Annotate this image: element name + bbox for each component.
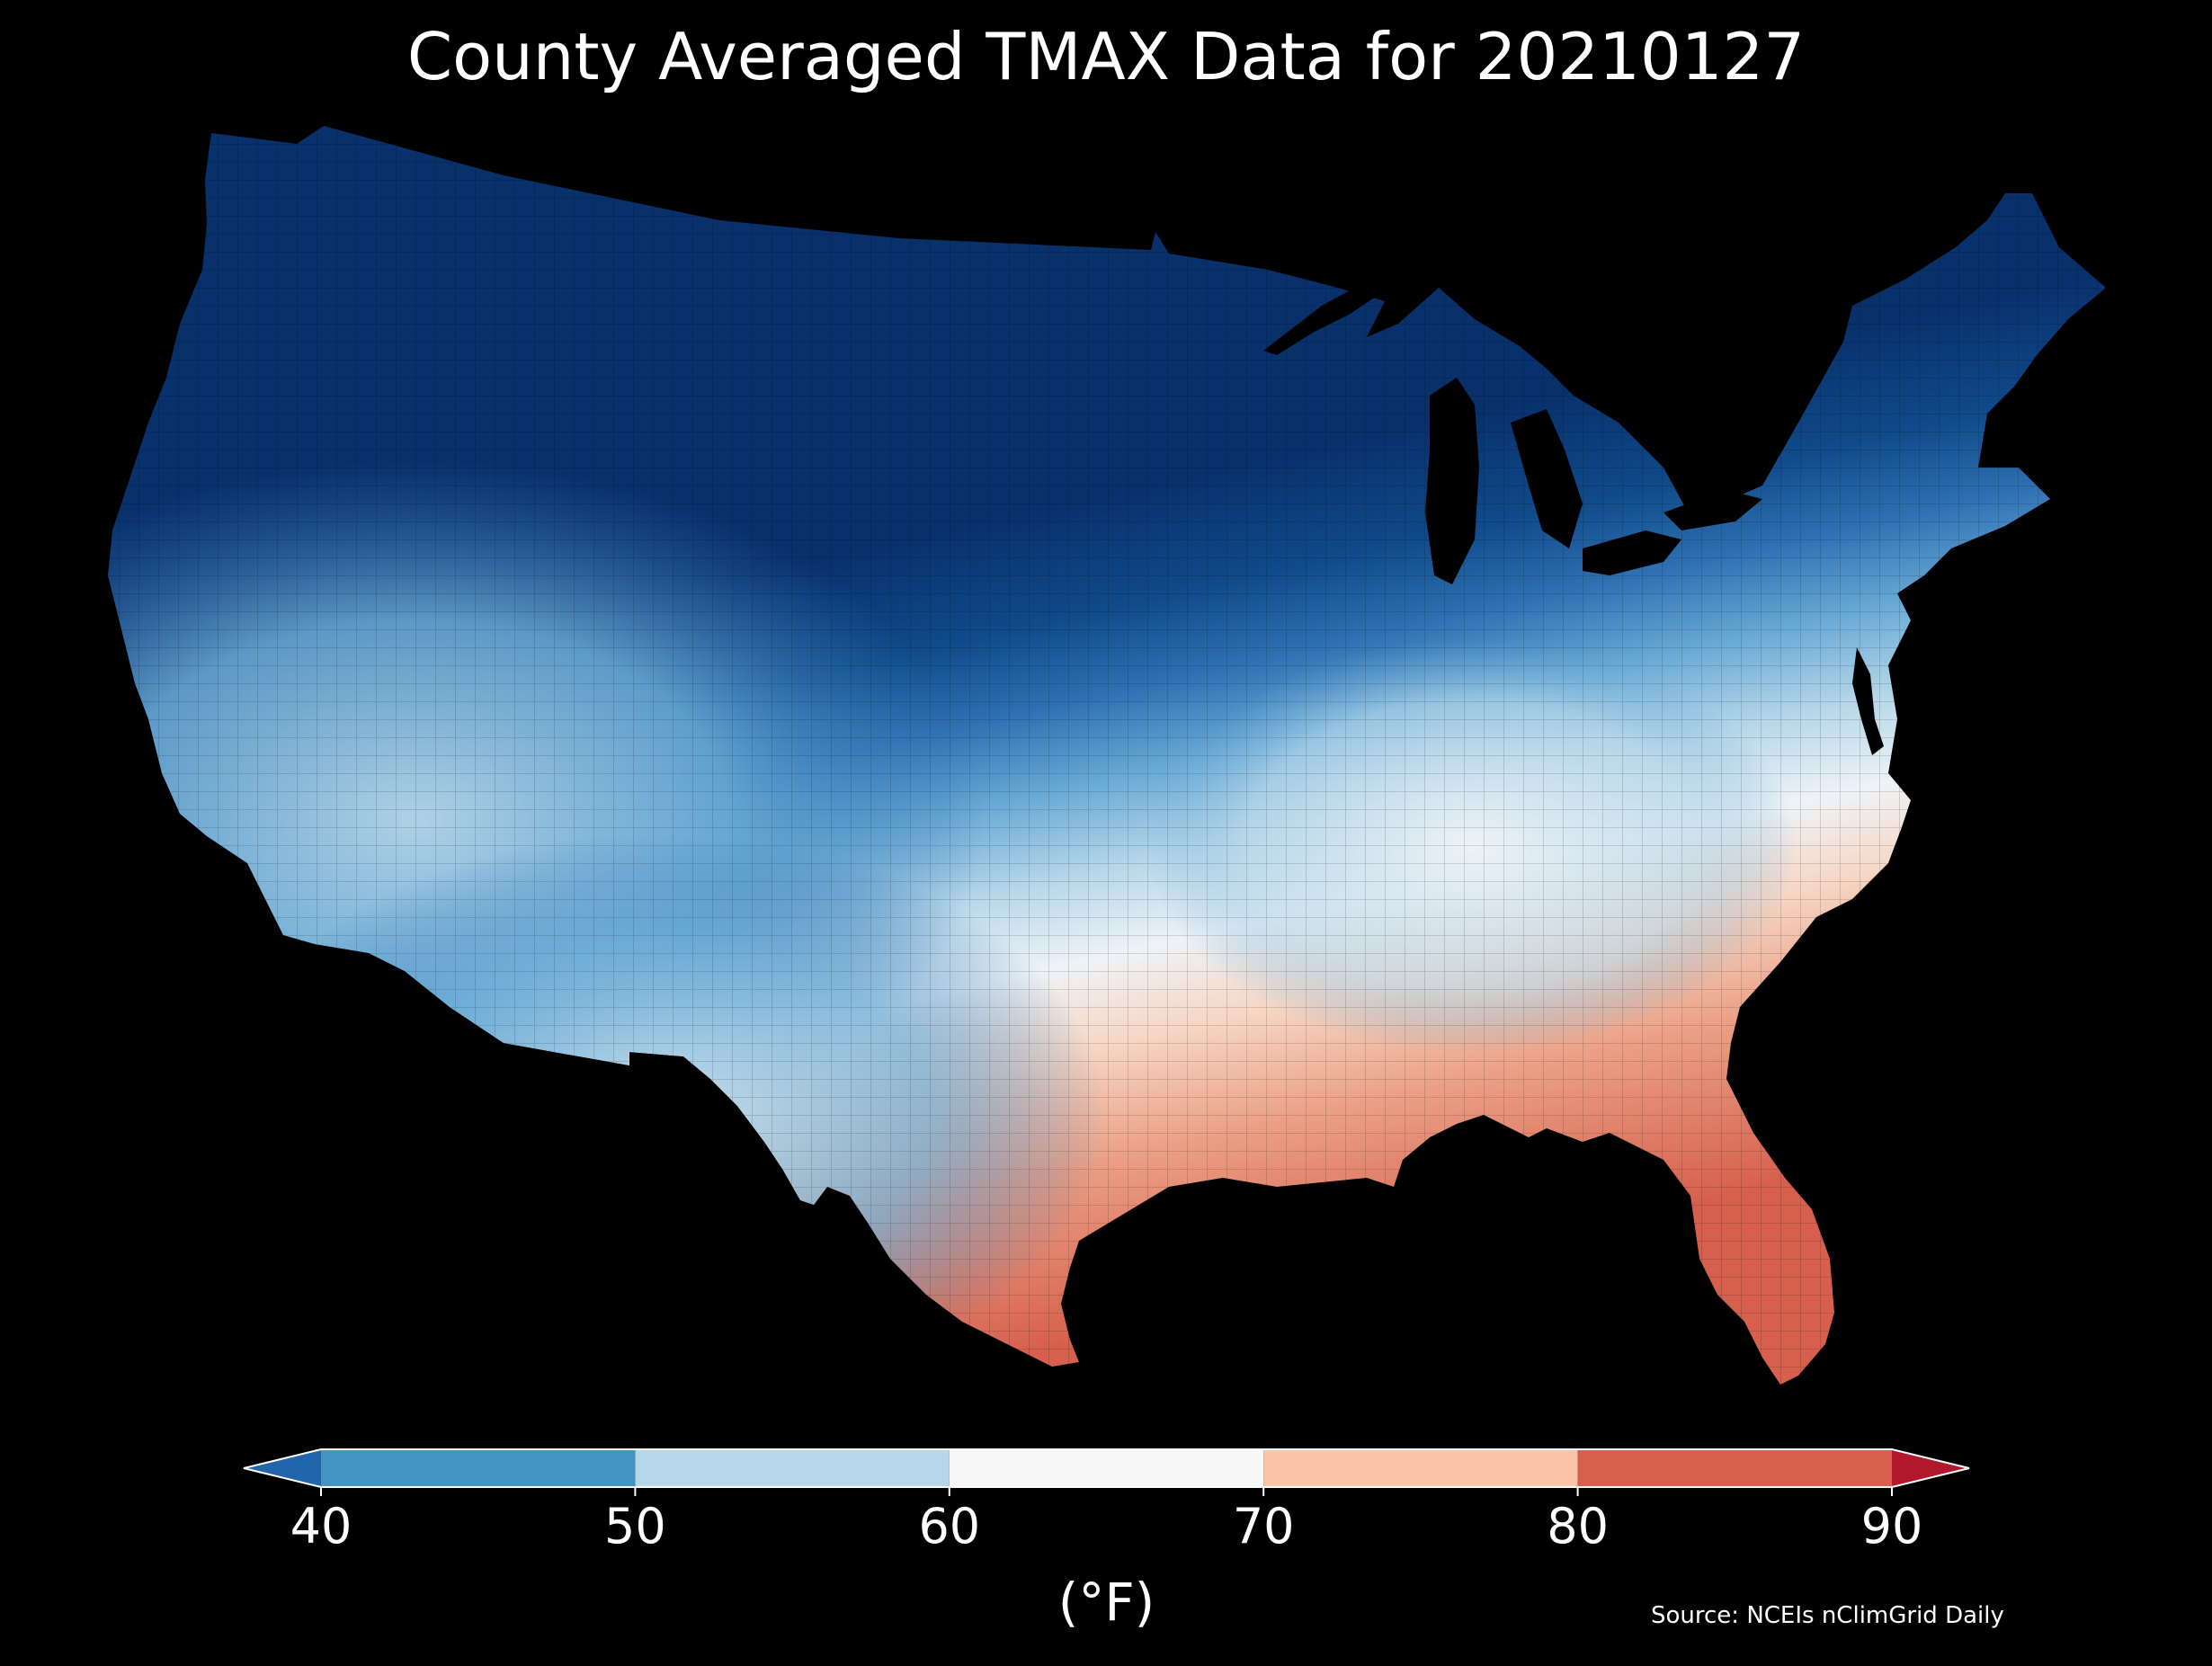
colorbar-tick-label-2: 60 <box>918 1498 980 1555</box>
colorbar-bin-4 <box>1577 1449 1892 1487</box>
colorbar-under-extension <box>244 1449 321 1487</box>
chesapeake-bay <box>1852 647 1884 755</box>
colorbar-tick-label-1: 50 <box>604 1498 666 1555</box>
colorbar-bin-0 <box>321 1449 636 1487</box>
colorbar-tick-label-0: 40 <box>290 1498 352 1555</box>
colorbar-tick-label-4: 80 <box>1547 1498 1609 1555</box>
colorbar-bin-2 <box>949 1449 1264 1487</box>
great-lakes <box>1263 286 1762 584</box>
colorbar-tick-label-5: 90 <box>1861 1498 1923 1555</box>
colorbar-bin-3 <box>1263 1449 1578 1487</box>
colorbar-tick-label-3: 70 <box>1233 1498 1295 1555</box>
colorbar-bin-1 <box>635 1449 950 1487</box>
map-title: County Averaged TMAX Data for 20210127 <box>406 19 1806 94</box>
source-note: Source: NCEIs nClimGrid Daily <box>1651 1602 2004 1629</box>
colorbar-over-extension <box>1892 1449 1969 1487</box>
colorbar-unit-label: (°F) <box>1058 1572 1155 1633</box>
